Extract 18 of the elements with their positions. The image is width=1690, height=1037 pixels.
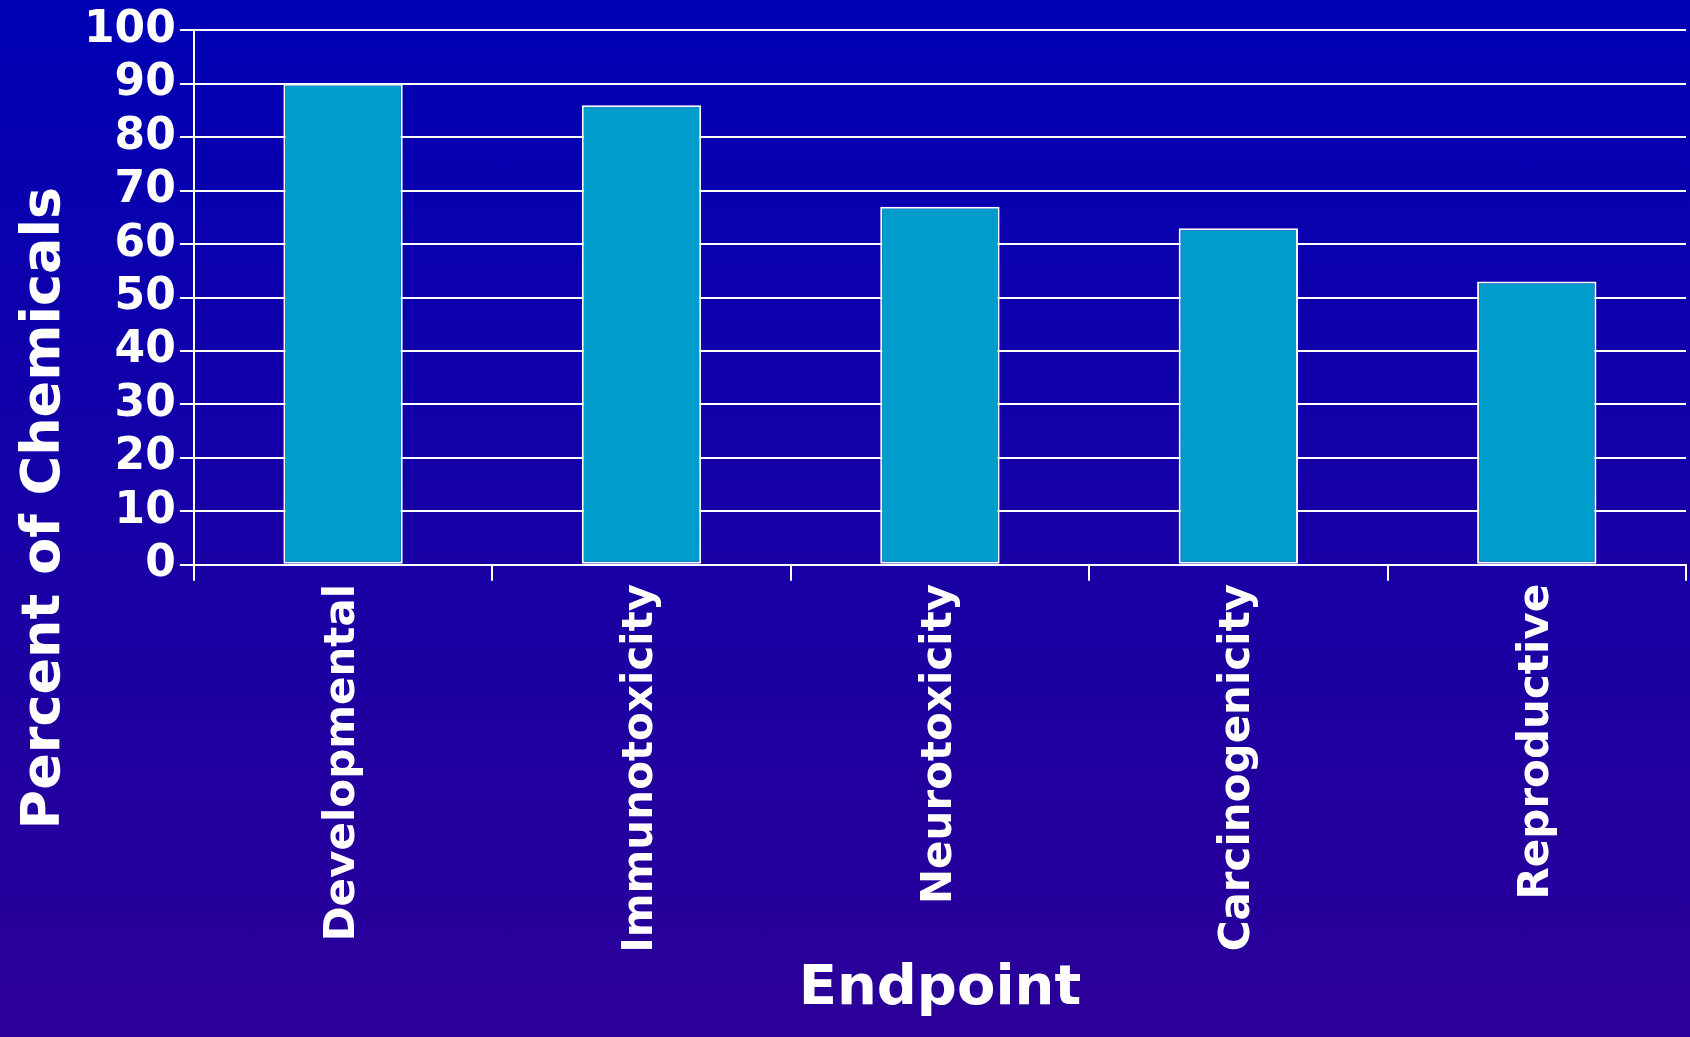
x-axis-title: Endpoint: [798, 951, 1082, 1017]
y-tick-label: 20: [114, 428, 176, 480]
y-tick-label: 40: [114, 321, 176, 373]
y-tick-label: 30: [114, 374, 176, 426]
y-tick-label: 80: [114, 107, 176, 159]
y-tick-label: 0: [145, 535, 176, 587]
y-tick-label: 70: [114, 161, 176, 213]
x-tick-label: Neurotoxicity: [911, 583, 961, 905]
y-tick-label: 100: [83, 0, 176, 52]
x-tick-label: Reproductive: [1508, 583, 1558, 900]
x-tick-label: Developmental: [314, 583, 364, 942]
x-tick-label: Carcinogenicity: [1210, 583, 1260, 952]
y-axis-title: Percent of Chemicals: [9, 186, 73, 830]
y-tick-label: 10: [114, 481, 176, 533]
x-tick-label: Immunotoxicity: [613, 583, 663, 953]
y-tick-label: 90: [114, 54, 176, 106]
y-tick-label: 60: [114, 214, 176, 266]
y-tick-label: 50: [114, 268, 176, 320]
